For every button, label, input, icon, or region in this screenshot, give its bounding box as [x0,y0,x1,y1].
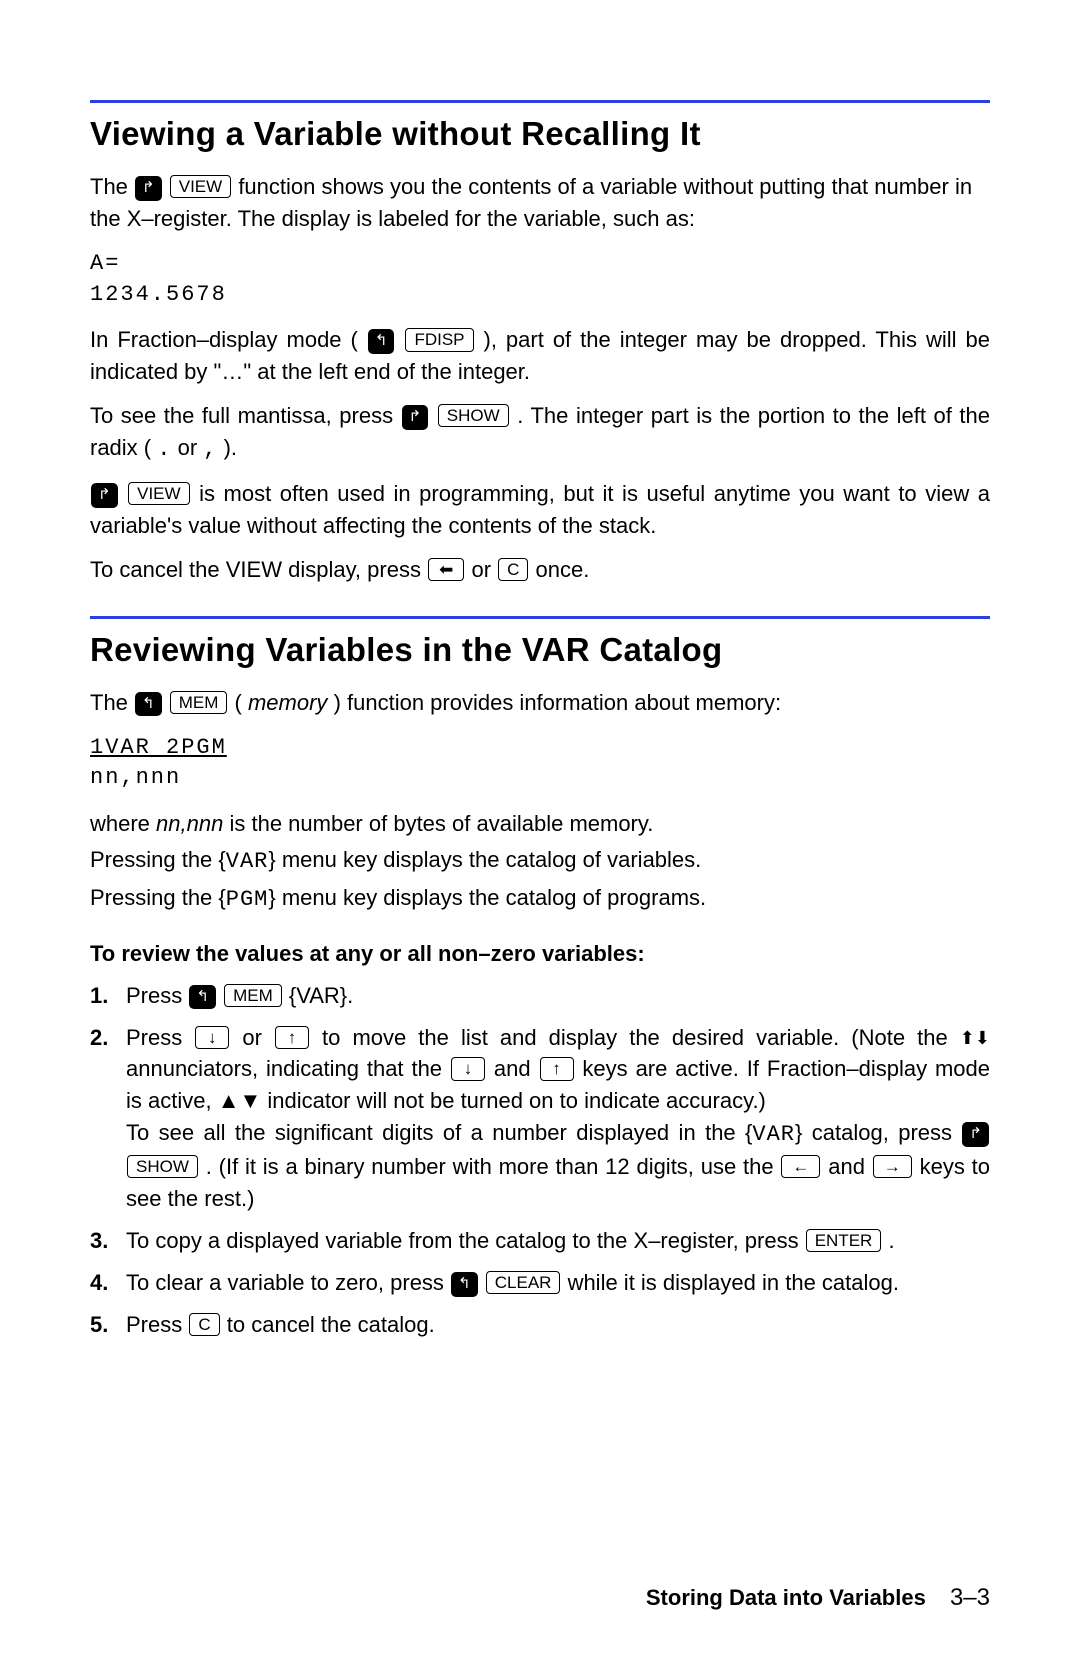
text: or [242,1025,274,1050]
display-line: 1VAR 2PGM [90,735,227,760]
right-shift-key-icon: ↱ [962,1122,989,1147]
text: ) function provides information about me… [334,690,782,715]
left-key-icon: ← [781,1155,820,1178]
text: {VAR}. [289,983,353,1008]
text: and [494,1056,539,1081]
right-shift-key-icon: ↱ [91,483,118,508]
display-line: nn,nnn [90,763,990,794]
enter-key: ENTER [806,1229,882,1252]
text: annunciators, indicating that the [126,1056,450,1081]
left-shift-key-icon: ↰ [189,985,216,1010]
text: while it is displayed in the catalog. [568,1270,899,1295]
section-heading-reviewing: Reviewing Variables in the VAR Catalog [90,616,990,669]
display-line: 1234.5678 [90,280,990,311]
text: ). [224,435,237,460]
step-4: To clear a variable to zero, press ↰ CLE… [90,1267,990,1299]
text-memory-italic: memory [248,690,327,715]
text: } catalog, press [795,1120,961,1145]
text: To copy a displayed variable from the ca… [126,1228,805,1253]
text: In Fraction–display mode ( [90,327,358,352]
text: Pressing the { [90,847,226,872]
para-pgm-menu: Pressing the {PGM} menu key displays the… [90,882,990,916]
para-bytes: where nn,nnn is the number of bytes of a… [90,808,990,840]
clear-key: CLEAR [486,1271,561,1294]
text: Press [126,983,188,1008]
radix-comma: , [203,437,217,462]
c-key: C [498,558,528,581]
para-view-usage: ↱ VIEW is most often used in programming… [90,478,990,542]
footer-title: Storing Data into Variables [646,1585,926,1610]
text: To see the full mantissa, press [90,403,401,428]
steps-list: Press ↰ MEM {VAR}. Press ↓ or ↑ to move … [90,980,990,1341]
right-key-icon: → [873,1155,912,1178]
pgm-seg: PGM [226,887,269,912]
left-shift-key-icon: ↰ [451,1272,478,1297]
display-example-a: A= 1234.5678 [90,249,990,311]
text: where [90,811,156,836]
text: or [178,435,204,460]
right-shift-key-icon: ↱ [402,405,429,430]
para-fraction-mode: In Fraction–display mode ( ↰ FDISP ), pa… [90,324,990,388]
text: to move the list and display the desired… [322,1025,960,1050]
down-key-icon: ↓ [451,1057,485,1080]
text: To cancel the VIEW display, press [90,557,427,582]
text: To clear a variable to zero, press [126,1270,450,1295]
up-key-icon: ↑ [275,1026,309,1049]
text: is most often used in programming, but i… [90,481,990,538]
text: to cancel the catalog. [227,1312,435,1337]
text: } menu key displays the catalog of varia… [268,847,701,872]
show-key: SHOW [438,404,509,427]
para-mem-intro: The ↰ MEM ( memory ) function provides i… [90,687,990,719]
show-key: SHOW [127,1155,198,1178]
page-footer: Storing Data into Variables 3–3 [646,1584,990,1612]
para-view-intro: The ↱ VIEW function shows you the conten… [90,171,990,235]
para-cancel-view: To cancel the VIEW display, press ⬅ or C… [90,554,990,586]
text: Pressing the { [90,885,226,910]
up-key-icon: ↑ [540,1057,574,1080]
text-nnnnn: nn,nnn [156,811,223,836]
text: once. [536,557,590,582]
text: The [90,690,134,715]
para-var-menu: Pressing the {VAR} menu key displays the… [90,844,990,878]
text: is the number of bytes of available memo… [229,811,653,836]
text: . [888,1228,894,1253]
display-line: A= [90,249,990,280]
mem-key: MEM [224,984,282,1007]
backspace-key-icon: ⬅ [428,558,464,581]
radix-dot: . [157,437,171,462]
var-seg: VAR [752,1122,795,1147]
c-key: C [189,1313,219,1336]
display-example-mem: 1VAR 2PGM nn,nnn [90,733,990,795]
right-shift-key-icon: ↱ [135,176,162,201]
subheading-review-values: To review the values at any or all non–z… [90,938,990,970]
text: ( [235,690,242,715]
text: } menu key displays the catalog of progr… [268,885,706,910]
view-key: VIEW [128,482,189,505]
text: To see all the significant digits of a n… [126,1120,752,1145]
step-1: Press ↰ MEM {VAR}. [90,980,990,1012]
text: Press [126,1312,188,1337]
left-shift-key-icon: ↰ [135,692,162,717]
var-seg: VAR [226,849,269,874]
section-heading-viewing: Viewing a Variable without Recalling It [90,100,990,153]
text: Press [126,1025,194,1050]
text: and [828,1154,872,1179]
step-5: Press C to cancel the catalog. [90,1309,990,1341]
text: or [471,557,497,582]
mem-key: MEM [170,691,228,714]
view-key: VIEW [170,175,231,198]
left-shift-key-icon: ↰ [368,329,395,354]
text: The [90,174,134,199]
manual-page: Viewing a Variable without Recalling It … [0,0,1080,1672]
fdisp-key: FDISP [405,328,473,351]
text: . (If it is a binary number with more th… [206,1154,781,1179]
para-mantissa: To see the full mantissa, press ↱ SHOW .… [90,400,990,466]
footer-page-number: 3–3 [950,1584,990,1611]
down-key-icon: ↓ [195,1026,229,1049]
step-2: Press ↓ or ↑ to move the list and displa… [90,1022,990,1215]
step-3: To copy a displayed variable from the ca… [90,1225,990,1257]
updown-annunciator-icon: ⬆⬇ [960,1028,990,1048]
